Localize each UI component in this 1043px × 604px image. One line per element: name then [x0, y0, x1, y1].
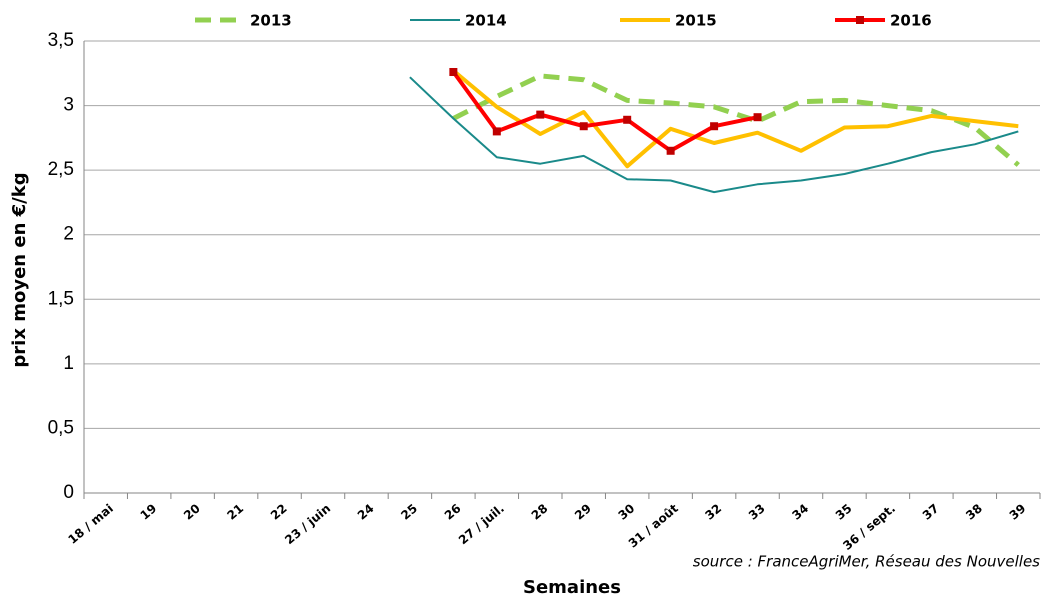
- x-tick-label: 20: [181, 501, 203, 522]
- x-tick-label: 35: [833, 501, 855, 522]
- x-tick-label: 28: [529, 501, 551, 522]
- x-tick-label: 33: [746, 501, 768, 522]
- series-marker: [579, 122, 588, 131]
- x-tick-label: 24: [355, 501, 377, 522]
- y-tick-label: 3: [63, 95, 74, 116]
- y-tick-label: 2,5: [48, 159, 74, 180]
- x-tick-label: 27 / juil.: [456, 501, 507, 547]
- y-tick-label: 0: [63, 482, 74, 503]
- x-axis-label: Semaines: [523, 577, 621, 598]
- x-tick-label: 19: [138, 501, 160, 522]
- series-line: [452, 69, 1019, 169]
- y-tick-label: 3,5: [48, 30, 74, 51]
- series-marker: [536, 110, 545, 119]
- legend-label: 2016: [890, 12, 932, 30]
- y-tick-label: 2: [63, 224, 74, 245]
- y-tick-label: 0,5: [48, 417, 74, 438]
- series-marker: [623, 115, 632, 124]
- x-tick-label: 38: [963, 501, 985, 522]
- series-marker: [492, 127, 501, 136]
- x-tick-label: 21: [224, 501, 246, 522]
- series-marker: [449, 67, 458, 76]
- source-note: source : FranceAgriMer, Réseau des Nouve…: [693, 553, 1040, 571]
- series-marker: [710, 122, 719, 131]
- x-tick-label: 25: [398, 501, 420, 522]
- series-marker: [666, 146, 675, 155]
- legend-label: 2015: [675, 12, 717, 30]
- series-line: [452, 73, 1020, 167]
- x-tick-label: 30: [616, 501, 638, 522]
- y-tick-label: 1: [63, 353, 74, 374]
- x-tick-label: 26: [442, 501, 464, 522]
- y-tick-label: 1,5: [48, 288, 74, 309]
- series-line: [409, 76, 1019, 194]
- x-tick-label: 29: [572, 501, 594, 522]
- x-tick-label: 23 / juin: [282, 501, 333, 547]
- x-tick-label: 37: [920, 501, 942, 522]
- x-tick-label: 18 / mai: [65, 501, 115, 547]
- series-marker: [753, 113, 762, 122]
- legend-label: 2013: [250, 12, 292, 30]
- legend-label: 2014: [465, 12, 507, 30]
- x-tick-label: 39: [1007, 501, 1029, 522]
- x-tick-label: 22: [268, 501, 290, 522]
- x-tick-label: 34: [789, 501, 811, 522]
- legend-marker: [856, 16, 864, 24]
- series-line: [451, 70, 758, 153]
- x-tick-label: 32: [702, 501, 724, 522]
- y-axis-label: prix moyen en €/kg: [9, 172, 30, 367]
